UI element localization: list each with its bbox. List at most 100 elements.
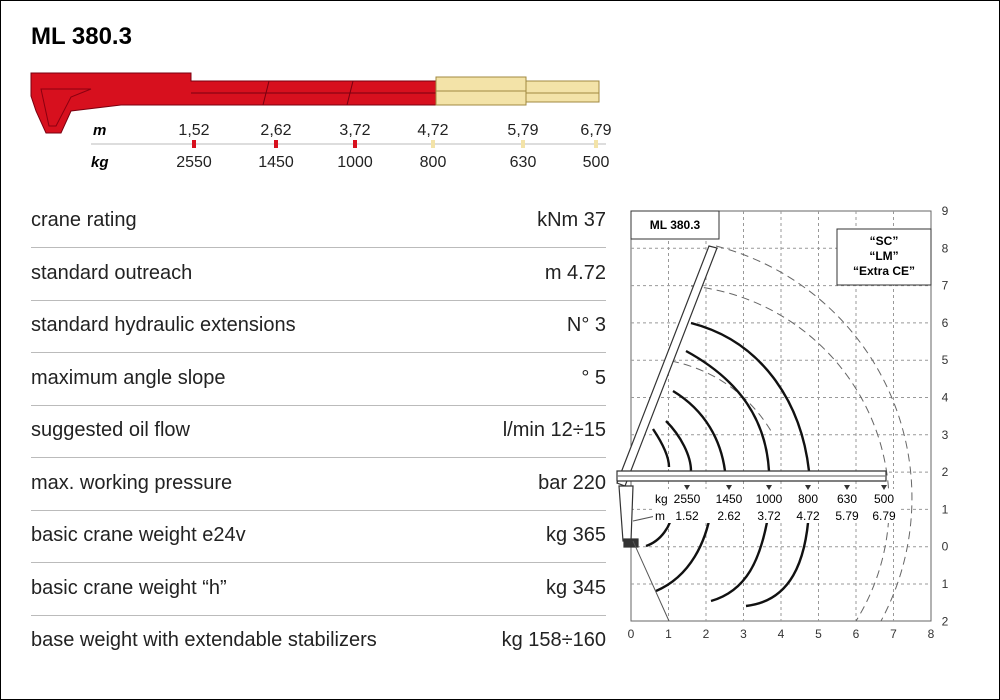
chart-load: 2550: [674, 492, 701, 506]
boom-reach: 2,62: [260, 122, 291, 139]
boom-marker: [431, 140, 435, 148]
version-label: “LM”: [869, 249, 898, 263]
y-tick-label: 8: [942, 241, 949, 255]
chart-load: 1000: [756, 492, 783, 506]
scale-bg: [653, 489, 898, 523]
x-tick-label: 0: [628, 627, 635, 641]
boom-load: 800: [420, 154, 447, 171]
spec-label: standard outreach: [31, 261, 193, 284]
spec-row: maximum angle slope ° 5: [31, 353, 606, 406]
spec-value: N° 3: [566, 314, 606, 336]
model-box: [630, 210, 720, 240]
version-label: “Extra CE”: [853, 264, 915, 278]
chart-kg-label: kg: [655, 492, 668, 506]
spec-label: crane rating: [31, 209, 137, 231]
chart-m-label: m: [655, 509, 665, 523]
y-tick-label: 2: [942, 465, 949, 479]
spec-row: base weight with extendable stabilizers k…: [31, 615, 606, 667]
spec-value: m 4.72: [544, 261, 606, 284]
spec-label: suggested oil flow: [31, 419, 190, 441]
y-tick-label: 7: [942, 279, 949, 293]
spec-label: base weight with extendable stabilizers: [31, 629, 377, 651]
boom-load: 2550: [176, 154, 212, 171]
x-tick-label: 5: [815, 627, 822, 641]
x-tick-label: 3: [740, 627, 747, 641]
y-tick-label: 1: [942, 502, 949, 516]
spec-row: max. working pressure bar 220: [31, 458, 606, 511]
y-tick-label: 0: [942, 540, 949, 554]
spec-row: basic crane weight e24v kg 365: [31, 510, 606, 563]
y-tick-label: 3: [942, 428, 949, 442]
spec-value: l/min 12÷15: [502, 419, 606, 441]
boom-reach: 6,79: [580, 122, 611, 139]
y-tick-label: 2: [942, 614, 949, 628]
boom-marker: [521, 140, 525, 148]
reach-marker: [881, 485, 887, 490]
boom-reach: 4,72: [417, 122, 448, 139]
chart-reach: 2.62: [717, 509, 741, 523]
spec-row: standard outreach m 4.72: [31, 248, 606, 301]
chart-load: 630: [837, 492, 857, 506]
model-label: ML 380.3: [650, 218, 701, 232]
load-chart: [616, 210, 932, 622]
spec-row: suggested oil flow l/min 12÷15: [31, 405, 606, 458]
boom-reach: 5,79: [507, 122, 538, 139]
boom-kg-label: kg: [91, 154, 109, 171]
version-box: [836, 228, 932, 286]
spec-row: crane rating kNm 37: [31, 195, 606, 248]
x-tick-label: 7: [890, 627, 897, 641]
boom-load: 500: [583, 154, 610, 171]
y-tick-label: 4: [942, 391, 949, 405]
spec-row: basic crane weight “h” kg 345: [31, 563, 606, 616]
chart-reach: 1.52: [675, 509, 699, 523]
spec-label: basic crane weight e24v: [31, 524, 246, 546]
boom-load: 1000: [337, 154, 373, 171]
spec-value: ° 5: [581, 366, 606, 389]
y-tick-label: 9: [942, 204, 949, 218]
chart-reach: 6.79: [872, 509, 896, 523]
boom-m-label: m: [93, 122, 106, 139]
boom-reach: 3,72: [339, 122, 370, 139]
spec-value: kNm 37: [537, 209, 606, 231]
x-tick-label: 1: [665, 627, 672, 641]
boom-marker: [353, 140, 357, 148]
boom-marker: [192, 140, 196, 148]
x-tick-label: 2: [703, 627, 710, 641]
chart-load: 500: [874, 492, 894, 506]
chart-reach: 3.72: [757, 509, 781, 523]
chart-reach: 5.79: [835, 509, 859, 523]
crane-outline: [616, 245, 887, 622]
reach-marker: [805, 485, 811, 490]
chart-load: 1450: [716, 492, 743, 506]
spec-label: standard hydraulic extensions: [31, 314, 296, 336]
load-curves: [645, 321, 811, 608]
spec-label: maximum angle slope: [31, 366, 226, 389]
boom-load: 1450: [258, 154, 294, 171]
range-arcs: [670, 245, 913, 622]
spec-value: kg 158÷160: [501, 629, 606, 651]
title: ML 380.3: [31, 23, 132, 50]
spec-value: kg 365: [545, 524, 606, 546]
spec-value: bar 220: [538, 471, 606, 494]
boom-drawing: [30, 72, 606, 145]
x-tick-label: 4: [778, 627, 785, 641]
spec-label: max. working pressure: [31, 471, 233, 494]
spec-row: standard hydraulic extensions N° 3: [31, 300, 606, 353]
boom-marker: [274, 140, 278, 148]
chart-reach: 4.72: [796, 509, 820, 523]
version-label: “SC”: [870, 234, 899, 248]
y-tick-label: 5: [942, 353, 949, 367]
boom-reach: 1,52: [178, 122, 209, 139]
x-tick-label: 6: [853, 627, 860, 641]
x-tick-label: 8: [928, 627, 935, 641]
y-tick-label: 6: [942, 316, 949, 330]
boom-marker: [594, 140, 598, 148]
reach-marker: [726, 485, 732, 490]
reach-marker: [684, 485, 690, 490]
spec-value: kg 345: [545, 576, 606, 599]
chart-load: 800: [798, 492, 818, 506]
reach-marker: [766, 485, 772, 490]
boom-load: 630: [510, 154, 537, 171]
